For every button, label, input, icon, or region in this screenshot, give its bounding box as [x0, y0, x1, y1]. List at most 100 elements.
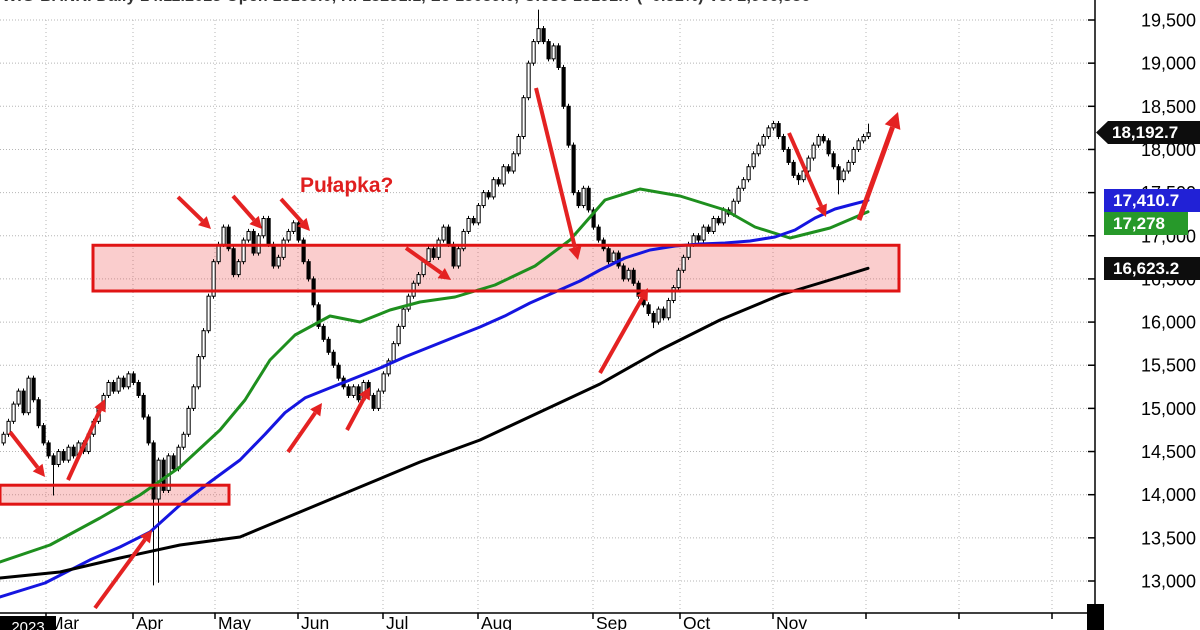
- candle-down: [51, 455, 56, 465]
- arrow-head-up-to-crash-low: [139, 530, 152, 544]
- candle-down: [566, 105, 571, 146]
- candle-down: [496, 179, 501, 185]
- candle-down: [296, 222, 301, 241]
- candle-down: [131, 373, 136, 383]
- candle-up: [246, 230, 251, 241]
- candle-down: [431, 248, 436, 258]
- candle-down: [71, 446, 76, 457]
- candle-down: [21, 390, 26, 414]
- y-axis-label: 14,500: [1141, 442, 1196, 462]
- last-close-price-tag: 18,192.7: [1096, 121, 1200, 144]
- green-ma-price-tag: 17,278: [1104, 212, 1188, 235]
- candle-up: [436, 239, 441, 258]
- candle-up: [351, 386, 356, 396]
- candle-up: [206, 295, 211, 332]
- axis-corner-box: [1087, 604, 1104, 630]
- candle-down: [661, 308, 666, 319]
- blue-ma-price-tag: 17,410.7: [1104, 189, 1200, 212]
- candle-up: [531, 41, 536, 64]
- zone-fill-support-zone: [0, 485, 229, 505]
- zone-border-support-zone: [0, 483, 231, 506]
- candle-down: [571, 144, 576, 194]
- candle-up: [396, 325, 401, 345]
- x-axis-label: Apr: [136, 613, 163, 630]
- candle-up: [26, 377, 31, 414]
- candle-up: [701, 226, 706, 241]
- candle-down: [471, 218, 476, 224]
- candle-down: [121, 377, 126, 388]
- candle-up: [676, 269, 681, 289]
- candle-up: [381, 373, 386, 392]
- candle-down: [451, 243, 456, 267]
- candle-up: [11, 403, 16, 422]
- zone-borders: [0, 243, 901, 506]
- candle-up: [751, 153, 756, 168]
- y-axis-labels: 19,50019,00018,50018,00017,50017,00016,5…: [1141, 11, 1196, 592]
- y-axis-label: 19,000: [1141, 54, 1196, 74]
- candle-up: [611, 252, 616, 263]
- year-label-box: 2023: [0, 616, 56, 630]
- candle-up: [806, 157, 811, 172]
- candle-up: [106, 381, 111, 396]
- arrow-head-down-zone-retest: [437, 267, 451, 280]
- candle-up: [771, 123, 776, 129]
- arrow-head-down-nov-pullback: [815, 203, 827, 217]
- candle-down: [836, 166, 841, 181]
- arrow-head-down-from-peak: [568, 245, 582, 260]
- candle-down: [796, 174, 801, 181]
- candle-up: [401, 308, 406, 327]
- candle-up: [721, 209, 726, 224]
- arrow-shaft-down-peak-1: [176, 195, 204, 223]
- arrow-shaft-down-from-peak: [534, 87, 577, 248]
- candle-down: [146, 416, 151, 444]
- candle-down: [781, 136, 786, 150]
- candle-up: [511, 153, 516, 172]
- candle-up: [56, 451, 61, 465]
- candle-up: [681, 256, 686, 271]
- candle-up: [66, 446, 71, 461]
- candle-up: [211, 261, 216, 297]
- arrow-shaft-down-peak-3: [279, 197, 304, 224]
- arrow-shaft-down-zone-retest: [404, 246, 443, 275]
- x-axis-labels: Mar Apr May Jun Jul Aug Sep Oct Nov: [49, 613, 807, 630]
- candle-up: [391, 343, 396, 362]
- arrow-shaft-up-from-march-low: [66, 409, 102, 481]
- candle-up: [551, 45, 556, 60]
- trap-annotation-text: Pułapka?: [300, 174, 394, 197]
- candle-down: [576, 192, 581, 207]
- annotation-arrows: [8, 87, 901, 610]
- axes: [0, 0, 1096, 619]
- candle-up: [1, 433, 6, 444]
- candle-up: [811, 144, 816, 159]
- candle-down: [251, 230, 256, 254]
- candle-up: [216, 243, 221, 263]
- arrow-head-up-projection: [884, 112, 901, 130]
- candle-up: [816, 136, 821, 146]
- arrow-shaft-up-projection: [856, 126, 895, 221]
- arrow-head-up-june-low-2: [358, 387, 370, 401]
- candle-up: [196, 356, 201, 388]
- candle-up: [851, 148, 856, 163]
- candle-up: [731, 200, 736, 215]
- candle-up: [856, 140, 861, 150]
- candle-up: [241, 239, 246, 263]
- zone-border-resistance-zone: [91, 243, 901, 293]
- candle-up: [666, 300, 671, 319]
- arrow-shaft-down-nov-pullback: [787, 132, 823, 207]
- y-axis-label: 13,000: [1141, 572, 1196, 592]
- candle-down: [46, 442, 51, 457]
- candle-up: [656, 308, 661, 323]
- arrow-head-up-sep-low: [636, 288, 648, 302]
- candle-up: [626, 269, 631, 280]
- arrow-shaft-down-into-support: [8, 430, 40, 469]
- y-axis-label: 19,500: [1141, 11, 1196, 31]
- candle-down: [226, 226, 231, 250]
- candle-up: [441, 226, 446, 241]
- y-axis-label: 15,500: [1141, 356, 1196, 376]
- candle-down: [776, 123, 781, 138]
- candle-down: [136, 381, 141, 396]
- arrow-head-down-peak-3: [297, 217, 310, 231]
- candle-down: [111, 381, 116, 392]
- candle-down: [61, 451, 66, 461]
